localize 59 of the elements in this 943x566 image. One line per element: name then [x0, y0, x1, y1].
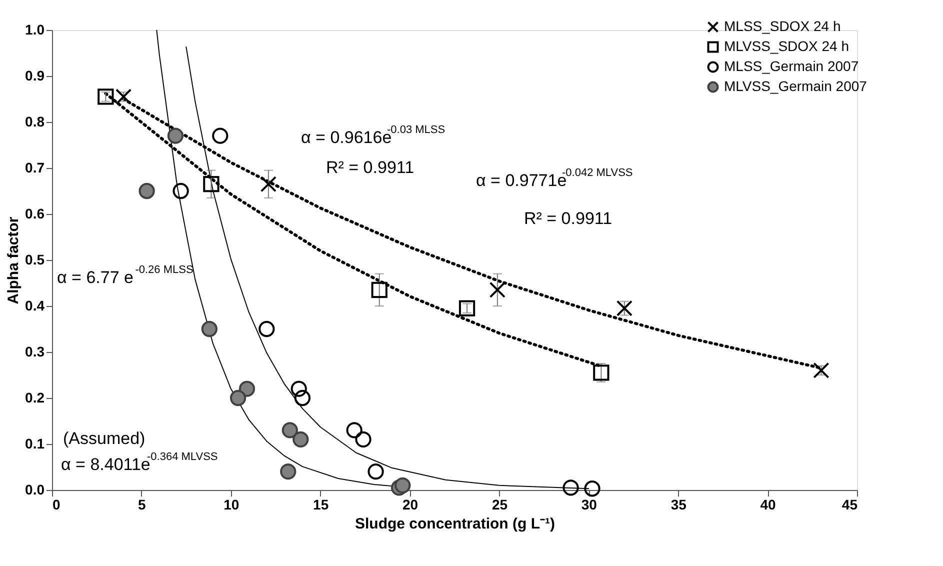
point [290, 380, 307, 397]
annotation: R² = 0.9911 [524, 209, 612, 228]
point [355, 431, 372, 448]
point [138, 182, 155, 200]
x-tick-label: 15 [313, 496, 329, 512]
x-tick-label: 30 [581, 496, 598, 512]
point [584, 480, 600, 497]
point [294, 390, 311, 406]
y-tick-label: 0.7 [25, 160, 45, 176]
legend-label: MLSS_SDOX 24 h [724, 18, 841, 34]
y-tick-label: 0.5 [25, 252, 45, 268]
point [167, 128, 184, 144]
x-axis-title: Sludge concentration (g L⁻¹) [355, 516, 555, 532]
point [230, 390, 246, 406]
point [282, 422, 298, 438]
legend-label: MLVSS_Germain 2007 [724, 78, 868, 94]
point [368, 464, 384, 480]
y-tick-label: 0.0 [25, 482, 45, 498]
point [280, 464, 296, 480]
point [489, 282, 506, 298]
point [238, 380, 256, 397]
x-tick-label: 25 [492, 496, 508, 512]
y-tick-label: 0.4 [25, 298, 45, 314]
x-tick-label: 5 [138, 496, 146, 512]
legend-label: MLSS_Germain 2007 [724, 58, 859, 74]
y-tick-label: 0.2 [25, 390, 45, 406]
x-tick-label: 10 [224, 496, 240, 512]
point [346, 422, 362, 438]
annotation: R² = 0.9911 [326, 158, 414, 177]
x-tick-label: 40 [760, 496, 776, 512]
legend-label: MLVSS_SDOX 24 h [724, 38, 850, 54]
point [458, 300, 476, 316]
x-tick-label: 45 [842, 496, 858, 512]
point [394, 477, 411, 494]
point [201, 320, 218, 338]
x-tick-label: 20 [402, 496, 418, 512]
y-tick-label: 0.6 [25, 206, 45, 222]
point [258, 320, 275, 338]
y-tick-label: 0.1 [25, 436, 45, 452]
y-axis-title: Alpha factor [5, 216, 22, 304]
point [292, 431, 309, 448]
point [371, 282, 388, 298]
x-tick-label: 0 [52, 496, 60, 512]
point [616, 300, 633, 316]
point [172, 182, 189, 200]
point [813, 362, 830, 378]
point [203, 176, 220, 192]
annotation: (Assumed) [63, 429, 146, 448]
point [115, 88, 132, 105]
point [593, 364, 610, 381]
y-tick-label: 0.9 [25, 68, 45, 84]
point [260, 176, 277, 192]
y-tick-label: 1.0 [25, 22, 45, 38]
point [98, 88, 114, 105]
y-tick-label: 0.3 [25, 344, 45, 360]
x-tick-label: 35 [670, 496, 687, 512]
point [562, 480, 579, 496]
point [212, 128, 228, 144]
y-tick-label: 0.8 [25, 114, 45, 130]
